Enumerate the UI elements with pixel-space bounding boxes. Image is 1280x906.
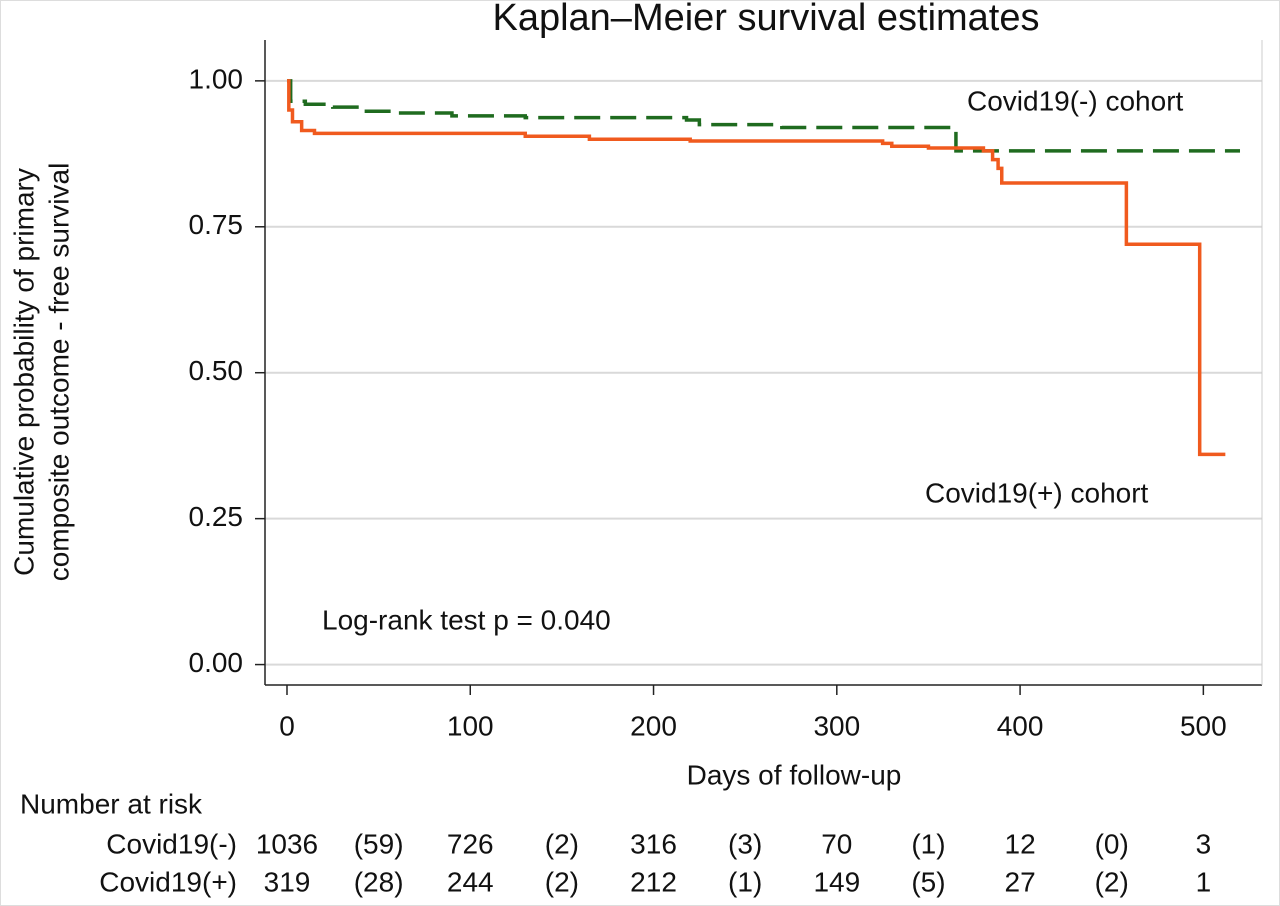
survival-curve [286,79,1226,457]
at-risk-count: 3 [1196,828,1212,859]
y-axis-label: composite outcome - free survival [43,163,74,582]
y-tick-label: 0.50 [189,355,244,386]
at-risk-count: 27 [1005,866,1036,897]
censored-count: (1) [728,866,762,897]
series-label: Covid19(-) cohort [967,85,1184,116]
x-tick-label: 0 [279,710,295,741]
at-risk-count: 244 [447,866,494,897]
y-tick-label: 0.75 [189,209,244,240]
censored-count: (2) [545,828,579,859]
y-tick-label: 1.00 [189,63,244,94]
at-risk-count: 726 [447,828,494,859]
x-tick-label: 500 [1180,710,1227,741]
at-risk-count: 70 [821,828,852,859]
censored-count: (2) [545,866,579,897]
censored-count: (5) [911,866,945,897]
censored-count: (3) [728,828,762,859]
censored-count: (1) [911,828,945,859]
survival-curve [286,79,1241,153]
at-risk-count: 212 [630,866,677,897]
y-tick-label: 0.00 [189,647,244,678]
censored-count: (2) [1095,866,1129,897]
risk-row-label: Covid19(+) [99,866,237,897]
at-risk-count: 12 [1005,828,1036,859]
censored-count: (59) [354,828,404,859]
x-tick-label: 100 [447,710,494,741]
at-risk-count: 1 [1196,866,1212,897]
y-axis-label: Cumulative probability of primary [8,168,39,576]
annotation: Log-rank test p = 0.040 [322,604,611,635]
x-tick-label: 200 [630,710,677,741]
series-label: Covid19(+) cohort [925,477,1149,508]
at-risk-count: 316 [630,828,677,859]
x-tick-label: 300 [813,710,860,741]
at-risk-count: 149 [813,866,860,897]
at-risk-count: 1036 [256,828,318,859]
censored-count: (0) [1095,828,1129,859]
censored-count: (28) [354,866,404,897]
at-risk-count: 319 [264,866,311,897]
risk-table-title: Number at risk [20,788,203,819]
x-axis-label: Days of follow-up [687,759,902,790]
risk-row-label: Covid19(-) [106,828,237,859]
chart-title: Kaplan–Meier survival estimates [492,0,1039,39]
x-tick-label: 400 [997,710,1044,741]
y-tick-label: 0.25 [189,501,244,532]
